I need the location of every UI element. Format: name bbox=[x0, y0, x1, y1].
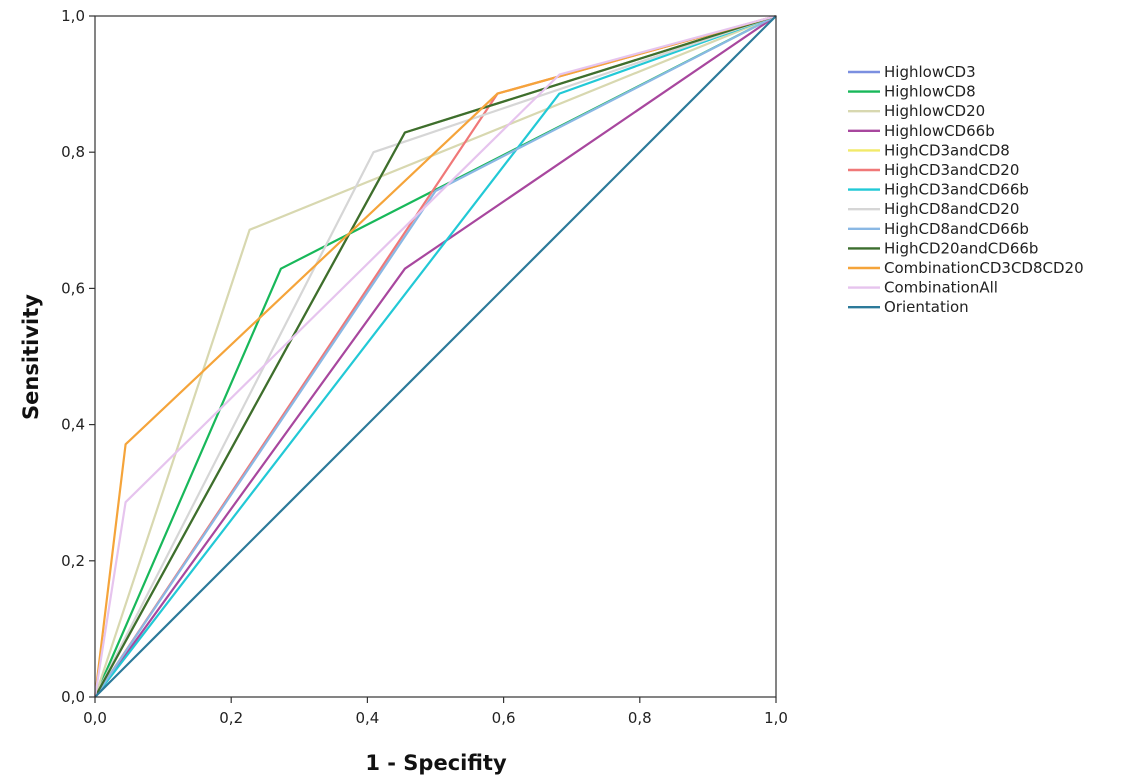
legend-item: HighlowCD8 bbox=[848, 83, 976, 101]
legend-item: HighCD3andCD8 bbox=[848, 141, 1010, 159]
series-line-HighCD8andCD20 bbox=[94, 14, 777, 698]
legend-label: HighCD8andCD66b bbox=[884, 220, 1029, 238]
legend-item: HighCD3andCD66b bbox=[848, 181, 1029, 199]
legend-item: CombinationCD3CD8CD20 bbox=[848, 259, 1084, 277]
legend-item: HighCD3andCD20 bbox=[848, 161, 1019, 179]
series-line-Orientation bbox=[94, 15, 777, 698]
x-tick-label: 0,8 bbox=[628, 709, 652, 727]
legend-item: HighCD20andCD66b bbox=[848, 239, 1038, 257]
legend-label: HighlowCD3 bbox=[884, 63, 976, 81]
x-tick-label: 0,4 bbox=[355, 709, 379, 727]
legend-item: HighCD8andCD66b bbox=[848, 220, 1029, 238]
y-tick-label: 0,0 bbox=[61, 688, 85, 706]
plot-frame bbox=[94, 15, 777, 698]
legend-item: CombinationAll bbox=[848, 279, 998, 297]
series-line-HighCD3andCD66b bbox=[94, 14, 777, 698]
legend-item: HighlowCD20 bbox=[848, 102, 985, 120]
series-layer bbox=[93, 14, 777, 698]
x-tick-label: 0,6 bbox=[492, 709, 516, 727]
y-tick-label: 0,4 bbox=[61, 416, 85, 434]
legend-label: HighlowCD20 bbox=[884, 102, 985, 120]
y-tick-label: 0,6 bbox=[61, 279, 85, 297]
y-tick-label: 1,0 bbox=[61, 7, 85, 25]
x-axis-title: 1 - Specifity bbox=[365, 751, 507, 775]
legend-item: HighlowCD66b bbox=[848, 122, 995, 140]
legend-label: CombinationCD3CD8CD20 bbox=[884, 259, 1084, 277]
x-tick-label: 0,0 bbox=[83, 709, 107, 727]
legend-item: Orientation bbox=[848, 298, 969, 316]
y-axis-title: Sensitivity bbox=[19, 294, 43, 420]
legend-label: HighCD20andCD66b bbox=[884, 239, 1038, 257]
legend-label: CombinationAll bbox=[884, 279, 998, 297]
series-line-HighCD8andCD66b bbox=[94, 15, 777, 698]
x-tick-label: 0,2 bbox=[219, 709, 243, 727]
legend-label: Orientation bbox=[884, 298, 969, 316]
series-line-HighlowCD66b bbox=[94, 15, 777, 698]
legend-label: HighlowCD66b bbox=[884, 122, 995, 140]
legend-item: HighCD8andCD20 bbox=[848, 200, 1019, 218]
series-line-HighCD20andCD66b bbox=[94, 14, 777, 698]
axis-layer: 0,0 0,2 0,4 0,6 0,8 1,0 0,0 0,2 0,4 0,6 0,8 1,0 bbox=[61, 7, 788, 727]
y-tick-label: 0,8 bbox=[61, 143, 85, 161]
legend-label: HighCD8andCD20 bbox=[884, 200, 1019, 218]
legend-label: HighlowCD8 bbox=[884, 83, 976, 101]
legend-label: HighCD3andCD8 bbox=[884, 141, 1010, 159]
y-tick-label: 0,2 bbox=[61, 552, 85, 570]
series-line-CombinationAll bbox=[93, 14, 777, 698]
x-tick-label: 1,0 bbox=[764, 709, 788, 727]
series-line-HighlowCD20 bbox=[93, 14, 777, 698]
legend-label: HighCD3andCD66b bbox=[884, 181, 1029, 199]
legend-label: HighCD3andCD20 bbox=[884, 161, 1019, 179]
legend-item: HighlowCD3 bbox=[848, 63, 976, 81]
